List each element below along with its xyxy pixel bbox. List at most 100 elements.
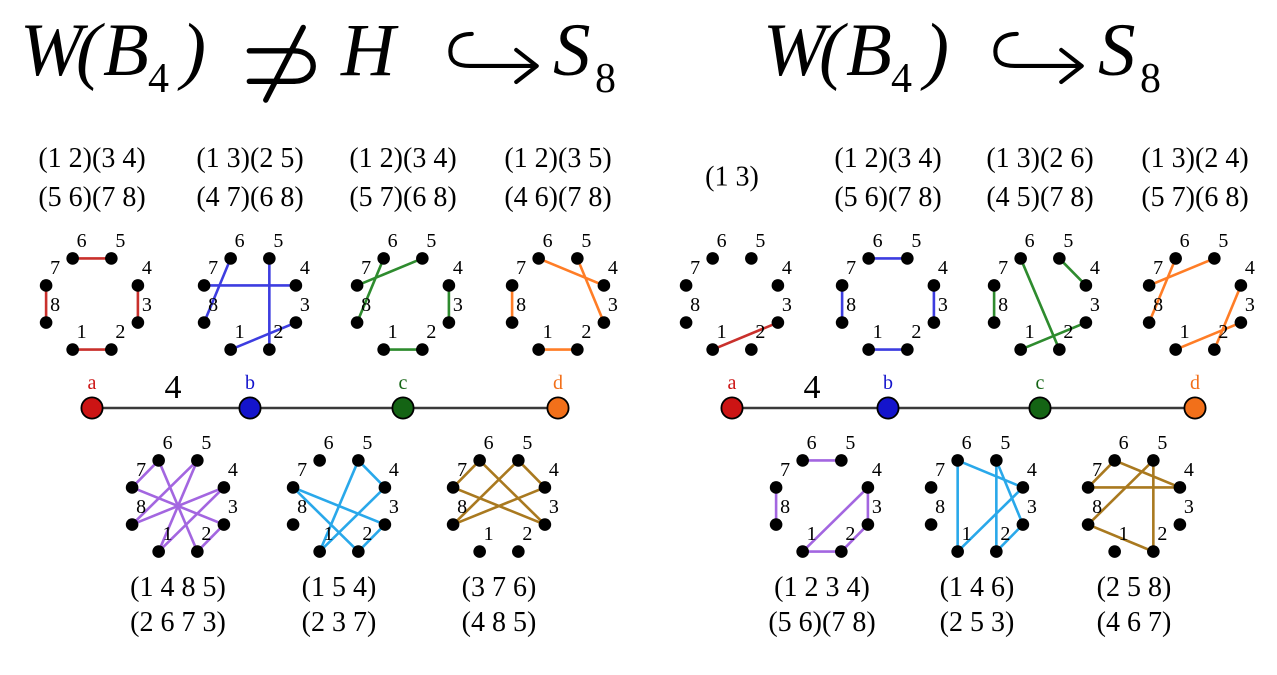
svg-text:1: 1 — [235, 321, 245, 343]
svg-text:4: 4 — [1245, 257, 1255, 279]
svg-text:(2 3 7): (2 3 7) — [302, 607, 377, 638]
svg-text:8: 8 — [50, 294, 60, 316]
svg-text:2: 2 — [522, 523, 532, 545]
svg-text:5: 5 — [201, 432, 211, 454]
svg-text:(4 5)(7 8): (4 5)(7 8) — [986, 182, 1093, 213]
svg-text:4: 4 — [1027, 459, 1037, 481]
svg-text:b: b — [883, 372, 893, 394]
svg-text:): ) — [920, 9, 949, 92]
svg-text:4: 4 — [549, 459, 559, 481]
svg-text:3: 3 — [608, 294, 618, 316]
svg-text:2: 2 — [201, 523, 211, 545]
svg-text:2: 2 — [755, 321, 765, 343]
svg-text:(5 6)(7 8): (5 6)(7 8) — [768, 607, 875, 638]
svg-text:3: 3 — [549, 496, 559, 518]
svg-text:1: 1 — [163, 523, 173, 545]
svg-text:S: S — [1098, 9, 1136, 92]
svg-text:a: a — [88, 372, 97, 394]
svg-text:(1 2)(3 5): (1 2)(3 5) — [504, 143, 611, 174]
svg-text:8: 8 — [595, 56, 616, 102]
svg-text:B: B — [846, 9, 892, 92]
svg-text:6: 6 — [1119, 432, 1129, 454]
svg-text:4: 4 — [891, 56, 912, 102]
svg-text:3: 3 — [782, 294, 792, 316]
svg-text:(5 7)(6 8): (5 7)(6 8) — [349, 182, 456, 213]
svg-text:(1 4 6): (1 4 6) — [940, 572, 1015, 603]
svg-text:5: 5 — [362, 432, 372, 454]
svg-text:8: 8 — [780, 496, 790, 518]
svg-text:H: H — [340, 9, 399, 92]
svg-text:(1 5 4): (1 5 4) — [302, 572, 377, 603]
svg-text:(4 6 7): (4 6 7) — [1097, 607, 1172, 638]
svg-text:1: 1 — [388, 321, 398, 343]
svg-text:7: 7 — [50, 257, 60, 279]
svg-text:b: b — [245, 372, 255, 394]
svg-text:2: 2 — [581, 321, 591, 343]
svg-text:3: 3 — [1090, 294, 1100, 316]
svg-text:4: 4 — [1184, 459, 1194, 481]
svg-text:(1 3)(2 6): (1 3)(2 6) — [986, 143, 1093, 174]
svg-text:8: 8 — [1092, 496, 1102, 518]
svg-text:(1 2)(3 4): (1 2)(3 4) — [834, 143, 941, 174]
svg-text:8: 8 — [935, 496, 945, 518]
svg-text:5: 5 — [426, 230, 436, 252]
svg-text:1: 1 — [873, 321, 883, 343]
svg-text:2: 2 — [362, 523, 372, 545]
svg-text:2: 2 — [845, 523, 855, 545]
svg-text:7: 7 — [136, 459, 146, 481]
svg-text:8: 8 — [297, 496, 307, 518]
svg-text:3: 3 — [453, 294, 463, 316]
svg-text:4: 4 — [165, 369, 182, 406]
svg-text:4: 4 — [453, 257, 463, 279]
svg-text:4: 4 — [872, 459, 882, 481]
svg-text:8: 8 — [846, 294, 856, 316]
svg-text:5: 5 — [845, 432, 855, 454]
svg-text:2: 2 — [1218, 321, 1228, 343]
svg-text:8: 8 — [457, 496, 467, 518]
svg-text:(1 2)(3 4): (1 2)(3 4) — [349, 143, 456, 174]
svg-text:(4 6)(7 8): (4 6)(7 8) — [504, 182, 611, 213]
svg-text:1: 1 — [1025, 321, 1035, 343]
svg-text:3: 3 — [1184, 496, 1194, 518]
svg-text:4: 4 — [608, 257, 618, 279]
svg-text:6: 6 — [873, 230, 883, 252]
svg-text:7: 7 — [998, 257, 1008, 279]
svg-text:3: 3 — [938, 294, 948, 316]
svg-text:(2 5 8): (2 5 8) — [1097, 572, 1172, 603]
svg-text:1: 1 — [324, 523, 334, 545]
svg-text:(2 5 3): (2 5 3) — [940, 607, 1015, 638]
svg-text:5: 5 — [755, 230, 765, 252]
svg-text:(1 3)(2 5): (1 3)(2 5) — [196, 143, 303, 174]
svg-text:a: a — [728, 372, 737, 394]
svg-text:(: ( — [819, 9, 848, 92]
svg-text:3: 3 — [142, 294, 152, 316]
svg-text:2: 2 — [911, 321, 921, 343]
svg-text:8: 8 — [690, 294, 700, 316]
svg-text:2: 2 — [426, 321, 436, 343]
svg-text:3: 3 — [1027, 496, 1037, 518]
svg-text:7: 7 — [780, 459, 790, 481]
svg-text:(1 4 8 5): (1 4 8 5) — [130, 572, 226, 603]
svg-text:7: 7 — [935, 459, 945, 481]
svg-text:S: S — [553, 9, 591, 92]
svg-text:5: 5 — [522, 432, 532, 454]
svg-text:7: 7 — [361, 257, 371, 279]
svg-text:): ) — [177, 9, 206, 92]
svg-text:4: 4 — [142, 257, 152, 279]
svg-text:2: 2 — [115, 321, 125, 343]
svg-text:7: 7 — [690, 257, 700, 279]
svg-text:2: 2 — [1000, 523, 1010, 545]
svg-text:4: 4 — [782, 257, 792, 279]
svg-text:8: 8 — [1153, 294, 1163, 316]
svg-text:(2 6 7 3): (2 6 7 3) — [130, 607, 226, 638]
svg-text:(: ( — [76, 9, 105, 92]
svg-text:(5 6)(7 8): (5 6)(7 8) — [834, 182, 941, 213]
svg-text:d: d — [1190, 372, 1200, 394]
svg-text:7: 7 — [846, 257, 856, 279]
svg-text:(3 7 6): (3 7 6) — [462, 572, 537, 603]
svg-text:8: 8 — [516, 294, 526, 316]
svg-text:5: 5 — [911, 230, 921, 252]
svg-text:(1 3): (1 3) — [705, 162, 759, 193]
svg-text:6: 6 — [1180, 230, 1190, 252]
svg-text:d: d — [553, 372, 563, 394]
